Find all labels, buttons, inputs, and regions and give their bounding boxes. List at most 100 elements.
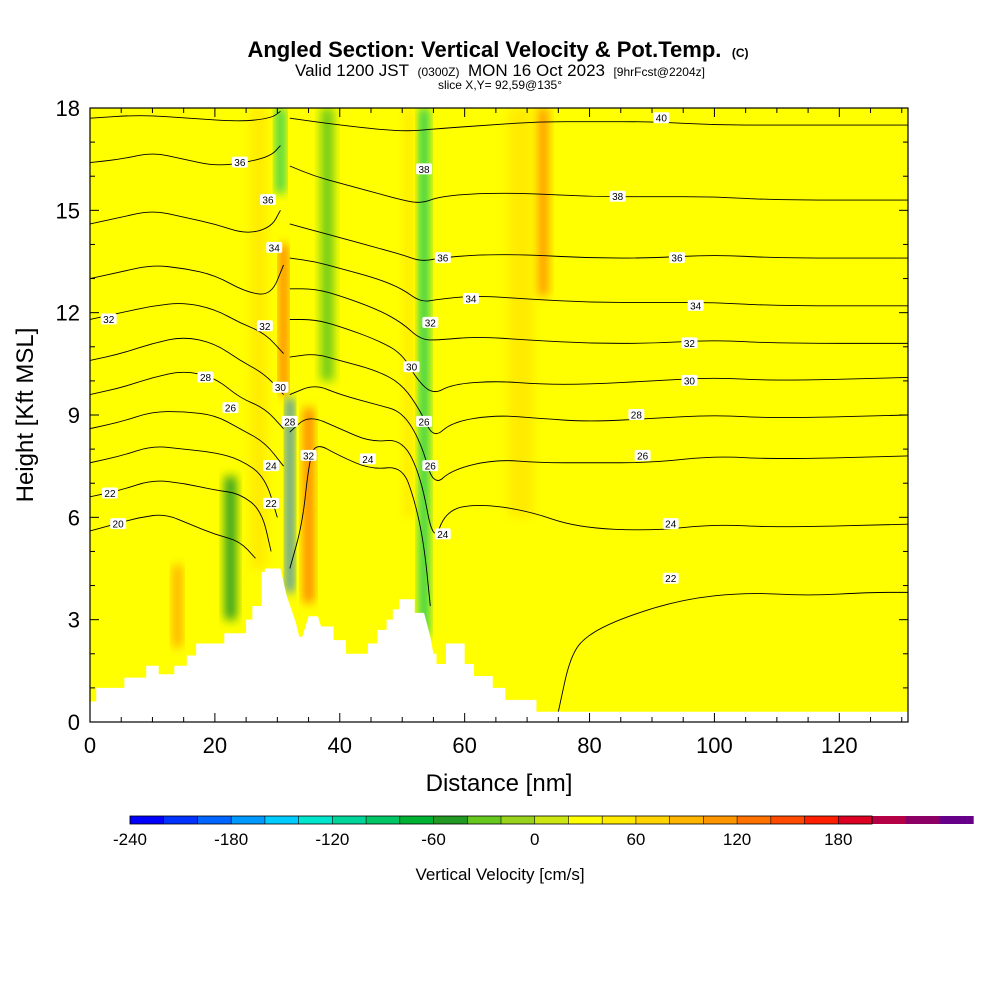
contour-label-bg-7 [256,320,273,332]
x-tick-label: 40 [328,733,352,758]
y-tick-label: 18 [56,96,80,121]
contour-label-bg-1 [101,487,118,499]
contour-label-20: 26 [419,417,431,428]
velocity-band-2 [250,108,267,569]
velocity-band-11 [508,108,534,518]
colorbar-frame [129,815,873,825]
contour-label-21: 26 [425,462,437,473]
contour-40-10 [90,111,281,122]
contour-label-8: 30 [275,383,287,394]
contour-label-14: 24 [362,455,374,466]
velocity-band-6 [303,408,314,603]
x-tick-label: 20 [203,733,227,758]
colorbar-swatch [737,816,772,824]
colorbar-tick-label: 180 [824,830,852,849]
contour-label-bg-27 [681,337,698,349]
colorbar-tick-label: 60 [626,830,645,849]
contour-label-32: 22 [665,574,677,585]
contour-label-bg-21 [422,460,439,472]
plot-area: 20 22 28 32 36 36 34 32 30 28 26 24 22 32 24 38 36 34 32 30… [90,108,908,722]
contour-label-16: 36 [437,254,449,265]
contour-26-3 [90,411,284,467]
velocity-field [173,108,659,705]
contour-28-14 [289,354,908,435]
colorbar-tick-label: -120 [315,830,349,849]
y-tick-label: 9 [68,403,80,428]
x-tick-label: 60 [452,733,476,758]
y-axis-label: Height [Kft MSL] [12,328,39,503]
y-tick-label: 12 [56,301,80,326]
colorbar-swatch [399,816,435,824]
colorbar-swatch [366,816,401,824]
contour-label-17: 34 [465,295,477,306]
colorbar-swatch [669,816,704,824]
velocity-band-1 [224,476,237,620]
colorbar-swatch [534,816,569,824]
y-tick-label: 15 [56,198,80,223]
contour-label-bg-9 [281,415,298,427]
contour-label-bg-10 [222,402,239,414]
utc-time: (0300Z) [417,65,459,79]
colorbar-tick-label: -240 [113,830,147,849]
contour-label-23: 40 [656,114,668,125]
contour-label-11: 24 [266,462,278,473]
contour-label-30: 26 [637,451,649,462]
contour-26-13 [289,386,908,481]
contour-28-4 [90,371,284,429]
colorbar-swatch [872,816,907,824]
contour-20-0 [90,514,256,559]
chart-title-unit: (C) [732,46,749,60]
contour-label-bg-17 [462,293,479,305]
chart-subtitle: Valid 1200 JST (0300Z) MON 16 Oct 2023 [… [295,61,705,80]
contour-label-bg-5 [259,194,276,206]
contour-label-25: 36 [671,254,683,265]
slice-info: slice X,Y= 92,59@135° [438,78,562,92]
velocity-band-4 [280,244,287,395]
velocity-band-12 [620,108,659,705]
x-tick-label: 0 [84,733,96,758]
colorbar-swatch [163,816,198,824]
colorbar-swatch [568,816,603,824]
x-tick-label: 120 [821,733,858,758]
contour-label-bg-3 [100,313,117,325]
contour-30-5 [90,337,284,395]
contour-label-bg-15 [416,163,433,175]
contour-label-bg-0 [110,518,127,530]
contour-24-2 [90,446,278,518]
y-tick-label: 3 [68,608,80,633]
colorbar-title: Vertical Velocity [cm/s] [415,865,584,884]
velocity-band-3 [276,108,285,194]
contour-34-17 [289,257,908,307]
contour-label-6: 34 [269,243,281,254]
contour-label-12: 22 [266,499,278,510]
x-axis-label: Distance [nm] [426,770,573,797]
colorbar-swatch [332,816,367,824]
x-tick-label: 100 [696,733,733,758]
velocity-band-7 [321,108,334,381]
contour-label-28: 30 [684,376,696,387]
contour-24-12 [289,418,908,534]
contour-label-bg-14 [359,453,376,465]
contour-label-18: 32 [425,318,437,329]
contour-label-2: 28 [200,373,212,384]
contour-38-9 [90,145,281,166]
contour-label-bg-12 [263,497,280,509]
contour-label-24: 38 [612,192,624,203]
contour-label-bg-16 [434,252,451,264]
contour-label-bg-30 [634,449,651,461]
contour-label-bg-24 [609,190,626,202]
colorbar-tick-label: -180 [214,830,248,849]
terrain [90,568,908,722]
colorbar-swatch [264,816,300,824]
velocity-band-10 [537,108,549,296]
colorbar-swatch [635,816,671,824]
contour-label-bg-26 [687,299,704,311]
colorbar: -240 -180 -120 -60 0 60 120 180 [113,815,974,849]
contour-34-7 [90,264,284,295]
contour-label-bg-23 [653,112,670,124]
contour-label-22: 24 [437,530,449,541]
contour-label-bg-32 [662,572,679,584]
colorbar-swatch [939,816,974,824]
contour-22-11 [289,446,431,607]
